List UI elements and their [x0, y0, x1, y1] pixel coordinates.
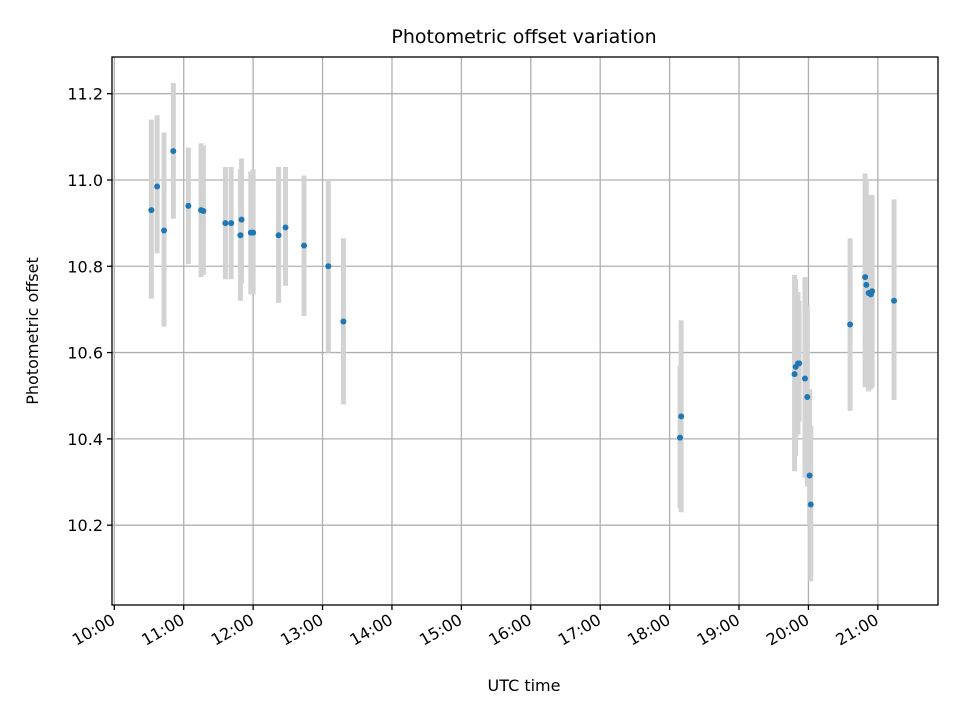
y-tick-label: 10.4: [67, 430, 103, 449]
data-point: [325, 263, 332, 270]
data-point: [891, 297, 898, 304]
data-point: [228, 220, 235, 227]
data-point: [678, 413, 685, 420]
data-point: [847, 321, 854, 328]
data-point: [161, 227, 168, 234]
data-point: [804, 394, 811, 401]
data-point: [148, 207, 155, 214]
data-point: [340, 318, 347, 325]
data-point: [170, 148, 177, 155]
data-point: [806, 472, 813, 479]
data-point: [863, 281, 870, 288]
data-point: [154, 183, 161, 190]
data-point: [862, 274, 869, 281]
data-point: [301, 242, 308, 249]
data-point: [185, 202, 192, 209]
data-point: [801, 375, 808, 382]
data-point: [222, 220, 229, 227]
data-point: [275, 232, 282, 239]
data-point: [237, 232, 244, 239]
y-axis: 10.2 10.4 10.6 10.8 11.0 11.2: [67, 85, 112, 535]
x-axis-label: UTC time: [488, 676, 561, 695]
y-tick-label: 10.2: [67, 516, 103, 535]
data-point: [238, 216, 245, 223]
data-point: [282, 224, 289, 231]
plot-area: [111, 56, 939, 606]
y-tick-label: 11.0: [67, 171, 103, 190]
data-point: [807, 501, 814, 508]
data-point: [200, 208, 207, 215]
y-tick-label: 11.2: [67, 85, 103, 104]
y-tick-label: 10.8: [67, 257, 103, 276]
y-axis-label: Photometric offset: [23, 257, 42, 405]
grid-lines: [112, 57, 938, 605]
chart-title: Photometric offset variation: [391, 26, 656, 48]
data-point: [869, 288, 876, 295]
data-point: [250, 229, 257, 236]
plot-frame: [111, 56, 939, 606]
data-points: [148, 148, 898, 508]
data-point: [796, 360, 803, 367]
data-point: [791, 371, 798, 378]
y-tick-label: 10.6: [67, 344, 103, 363]
data-point: [677, 434, 684, 441]
